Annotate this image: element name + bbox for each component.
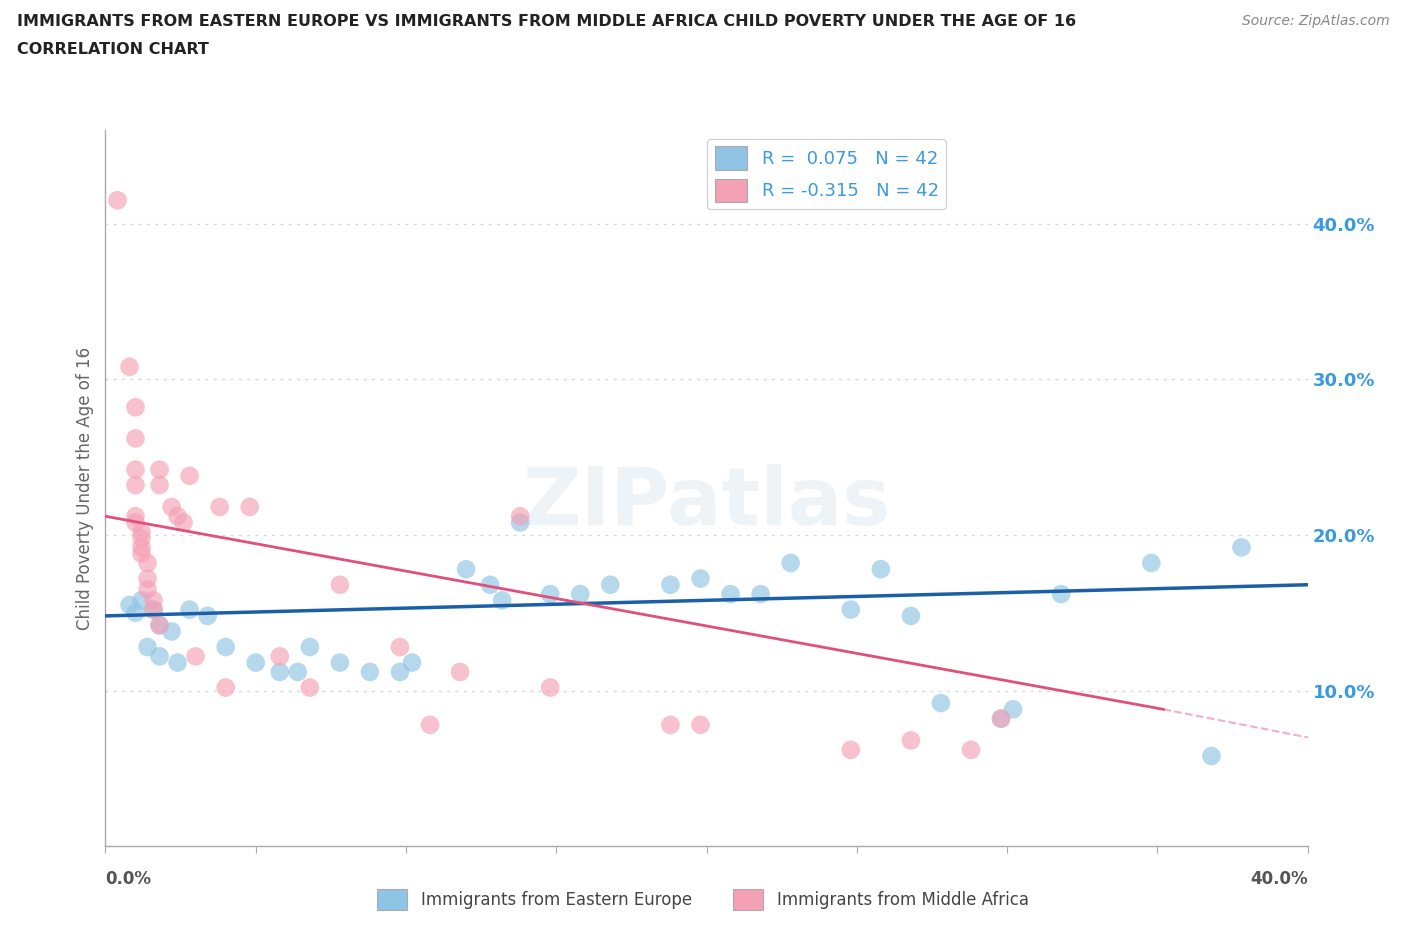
Point (148, 462, 170, 477)
Point (245, 655, 267, 670)
Point (720, 587, 742, 602)
Point (124, 431, 146, 445)
Point (124, 462, 146, 477)
Point (419, 717, 441, 732)
Point (148, 478, 170, 493)
Point (148, 618, 170, 632)
Point (124, 605, 146, 620)
Point (454, 562, 477, 577)
Point (269, 649, 291, 664)
Point (160, 624, 183, 639)
Point (359, 665, 381, 680)
Point (900, 608, 922, 623)
Point (148, 649, 170, 664)
Point (929, 696, 952, 711)
Point (749, 587, 772, 602)
Y-axis label: Child Poverty Under the Age of 16: Child Poverty Under the Age of 16 (76, 347, 94, 630)
Legend: R =  0.075   N = 42, R = -0.315   N = 42: R = 0.075 N = 42, R = -0.315 N = 42 (707, 140, 946, 209)
Point (124, 515, 146, 530)
Point (142, 593, 165, 608)
Point (538, 680, 561, 695)
Point (287, 665, 309, 680)
Point (208, 499, 231, 514)
Point (449, 665, 471, 680)
Point (659, 578, 682, 592)
Text: 40.0%: 40.0% (1250, 870, 1308, 888)
Point (298, 640, 321, 655)
Point (401, 655, 423, 670)
Point (1230, 540, 1253, 555)
Text: Source: ZipAtlas.com: Source: ZipAtlas.com (1241, 14, 1389, 28)
Point (839, 742, 862, 757)
Point (131, 546, 153, 561)
Point (124, 400, 146, 415)
Point (779, 555, 801, 570)
Point (131, 593, 153, 608)
Point (1050, 587, 1073, 602)
Point (166, 509, 188, 524)
Point (569, 587, 592, 602)
Point (1002, 702, 1025, 717)
Point (1140, 555, 1163, 570)
Text: 0.0%: 0.0% (105, 870, 152, 888)
Point (900, 733, 922, 748)
Point (538, 587, 561, 602)
Point (124, 478, 146, 493)
Point (479, 578, 502, 592)
Point (148, 618, 170, 632)
Point (131, 525, 153, 539)
Point (214, 680, 236, 695)
Point (869, 562, 891, 577)
Point (179, 469, 201, 484)
Point (659, 717, 682, 732)
Point (142, 603, 165, 618)
Point (239, 499, 262, 514)
Point (689, 571, 711, 586)
Text: IMMIGRANTS FROM EASTERN EUROPE VS IMMIGRANTS FROM MIDDLE AFRICA CHILD POVERTY UN: IMMIGRANTS FROM EASTERN EUROPE VS IMMIGR… (17, 14, 1076, 29)
Point (839, 603, 862, 618)
Point (388, 665, 411, 680)
Legend: Immigrants from Eastern Europe, Immigrants from Middle Africa: Immigrants from Eastern Europe, Immigran… (371, 883, 1035, 917)
Point (131, 540, 153, 555)
Point (214, 640, 236, 655)
Point (136, 582, 159, 597)
Point (118, 598, 141, 613)
Point (1201, 749, 1223, 764)
Point (388, 640, 411, 655)
Point (173, 515, 195, 530)
Point (298, 680, 321, 695)
Point (960, 742, 983, 757)
Point (136, 640, 159, 655)
Point (990, 711, 1012, 726)
Point (269, 665, 291, 680)
Point (990, 711, 1012, 726)
Point (599, 578, 621, 592)
Text: CORRELATION CHART: CORRELATION CHART (17, 42, 208, 57)
Point (197, 608, 219, 623)
Point (329, 655, 352, 670)
Point (142, 603, 165, 618)
Point (184, 649, 207, 664)
Point (118, 359, 141, 374)
Point (136, 555, 159, 570)
Point (179, 603, 201, 618)
Point (124, 509, 146, 524)
Text: ZIPatlas: ZIPatlas (523, 463, 890, 541)
Point (107, 193, 129, 207)
Point (491, 593, 513, 608)
Point (160, 499, 183, 514)
Point (329, 578, 352, 592)
Point (509, 515, 531, 530)
Point (509, 509, 531, 524)
Point (131, 531, 153, 546)
Point (166, 655, 188, 670)
Point (689, 717, 711, 732)
Point (136, 571, 159, 586)
